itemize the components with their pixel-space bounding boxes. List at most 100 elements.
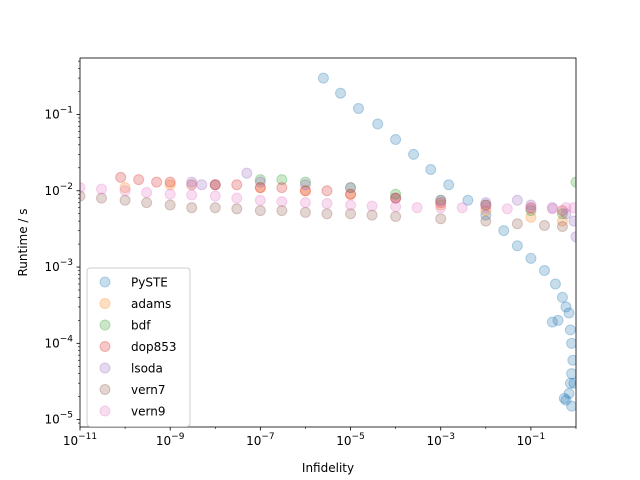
point-vern9-2 (119, 185, 131, 197)
legend-label: dop853 (131, 340, 176, 354)
point-lsoda-0 (186, 176, 198, 188)
y-tick-label-3: 10−2 (44, 182, 73, 198)
point-pyste-2 (352, 102, 364, 114)
point-vern9-10 (299, 197, 311, 209)
point-vern7-15 (435, 213, 447, 225)
point-bdf-2 (299, 176, 311, 188)
series-lsoda (186, 167, 576, 243)
series-bdf (254, 174, 576, 220)
point-pyste-15 (556, 291, 568, 303)
point-vern7-9 (276, 205, 288, 217)
point-dop853-8 (276, 182, 288, 194)
point-dop853-3 (164, 176, 176, 188)
x-tick-label-4: 10−3 (426, 432, 455, 448)
point-dop853-4 (186, 179, 198, 191)
point-dop853-16 (556, 205, 568, 217)
point-vern7-10 (299, 206, 311, 218)
point-vern7-17 (511, 218, 523, 230)
x-tick-label-1: 10−9 (156, 432, 185, 448)
point-pyste-22 (567, 354, 576, 366)
legend-item-dop853: dop853 (99, 340, 176, 354)
point-lsoda-7 (390, 192, 402, 204)
point-pyste-26 (560, 394, 572, 406)
point-dop853-15 (525, 202, 537, 214)
legend-marker (99, 276, 111, 288)
point-vern9-22 (560, 202, 572, 214)
point-adams-0 (119, 182, 131, 194)
point-adams-10 (556, 215, 568, 227)
point-adams-3 (254, 182, 266, 194)
legend-item-vern9: vern9 (99, 405, 165, 419)
point-pyste-17 (563, 307, 575, 319)
point-pyste-27 (558, 392, 570, 404)
points-layer (80, 72, 576, 412)
legend-item-adams: adams (99, 297, 171, 311)
x-tick-label-0: 10−11 (63, 432, 97, 448)
point-lsoda-9 (480, 197, 492, 209)
point-dop853-10 (321, 185, 333, 197)
point-pyste-10 (498, 225, 510, 237)
point-dop853-0 (115, 171, 127, 183)
legend-label: vern9 (131, 405, 165, 419)
plot-frame (79, 57, 577, 428)
point-vern9-18 (480, 202, 492, 214)
legend-marker (99, 319, 111, 331)
point-vern9-21 (546, 203, 558, 215)
legend-label: adams (131, 297, 171, 311)
point-pyste-28 (568, 377, 576, 389)
y-axis: 10−5 10−4 10−3 10−2 10−1 (44, 60, 80, 427)
point-vern9-0 (80, 182, 86, 194)
point-lsoda-5 (299, 179, 311, 191)
legend-marker (99, 362, 111, 374)
y-tick-label-2: 10−3 (44, 258, 73, 274)
point-vern7-19 (556, 221, 568, 232)
point-bdf-3 (345, 182, 357, 194)
x-axis: 10−11 10−9 10−7 10−5 10−3 10−1 (63, 427, 577, 448)
point-vern9-5 (186, 189, 198, 201)
point-pyste-21 (546, 316, 558, 328)
point-pyste-11 (511, 240, 523, 252)
point-lsoda-2 (209, 179, 221, 191)
point-bdf-6 (480, 199, 492, 211)
point-dop853-12 (390, 192, 402, 204)
point-vern7-13 (366, 209, 378, 221)
point-dop853-5 (209, 179, 221, 191)
point-lsoda-15 (570, 231, 576, 243)
point-pyste-25 (563, 387, 575, 399)
legend-marker (99, 298, 111, 309)
point-lsoda-1 (196, 179, 208, 191)
point-vern7-5 (186, 202, 198, 214)
series-vern9 (80, 182, 576, 215)
x-tick-label-5: 10−1 (517, 432, 546, 448)
point-pyste-13 (538, 265, 550, 277)
point-pyste-0 (317, 72, 329, 84)
y-tick-label-0: 10−5 (44, 411, 73, 427)
point-dop853-7 (254, 182, 266, 194)
point-vern9-6 (209, 190, 221, 202)
legend: PySTE adams bdf dop853 lsoda vern7 vern9 (86, 267, 191, 427)
point-vern7-2 (119, 194, 131, 206)
point-vern9-16 (435, 202, 447, 214)
point-bdf-0 (254, 174, 266, 186)
point-vern7-0 (80, 190, 86, 202)
point-vern9-17 (456, 202, 468, 214)
legend-label: vern7 (131, 383, 165, 397)
point-vern9-15 (411, 202, 423, 214)
point-dop853-13 (435, 197, 447, 209)
point-vern7-16 (480, 215, 492, 227)
point-vern9-1 (96, 183, 108, 195)
point-dop853-1 (133, 174, 145, 186)
legend-label: PySTE (131, 276, 168, 290)
point-dop853-2 (151, 176, 163, 188)
point-adams-2 (209, 179, 221, 191)
point-bdf-1 (276, 174, 288, 186)
point-vern9-7 (231, 192, 243, 204)
point-vern7-7 (231, 203, 243, 215)
point-pyste-7 (443, 179, 455, 191)
point-vern9-14 (390, 201, 402, 213)
point-dop853-6 (231, 179, 243, 191)
point-pyste-12 (525, 252, 537, 264)
point-lsoda-12 (546, 202, 558, 214)
point-pyste-14 (549, 278, 561, 290)
